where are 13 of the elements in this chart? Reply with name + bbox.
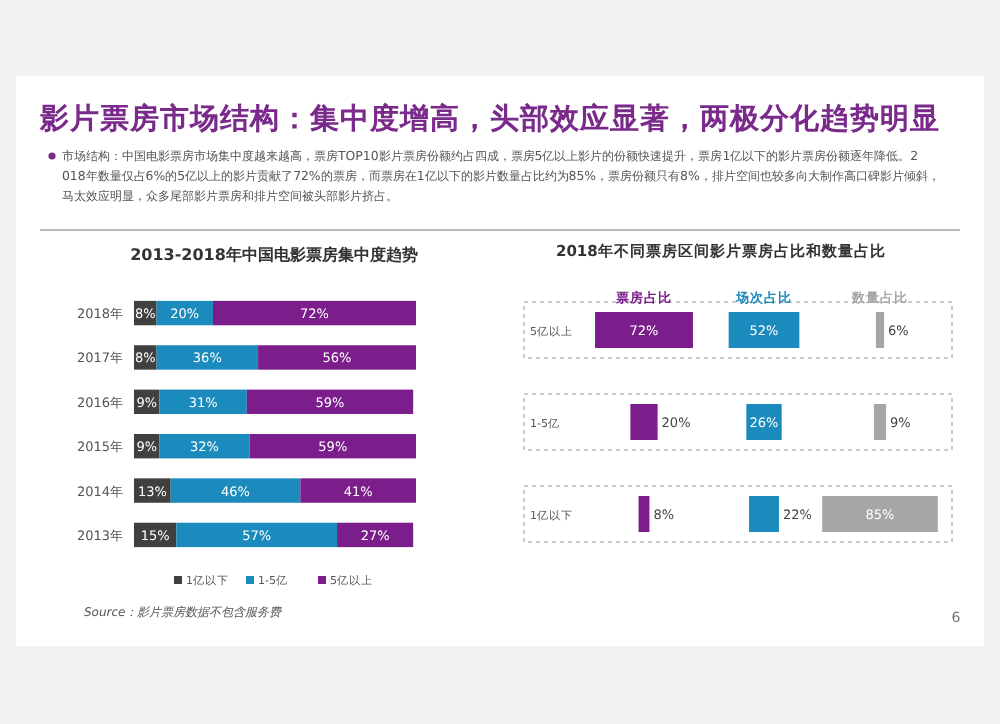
chart-title: 2013-2018年中国电影票房集中度趋势 (130, 244, 418, 264)
bar (246, 389, 414, 415)
bar (156, 345, 259, 370)
bar (337, 522, 414, 548)
bar (249, 433, 416, 459)
bar (159, 433, 250, 459)
bar (170, 478, 301, 503)
bar (212, 300, 416, 326)
bar (159, 389, 247, 415)
bar (258, 345, 416, 370)
bar (300, 478, 416, 503)
text: 影片票房市场结构：集中度增高，头部效应显著，两极分化趋势明显 (38, 100, 940, 136)
bar (176, 522, 338, 548)
